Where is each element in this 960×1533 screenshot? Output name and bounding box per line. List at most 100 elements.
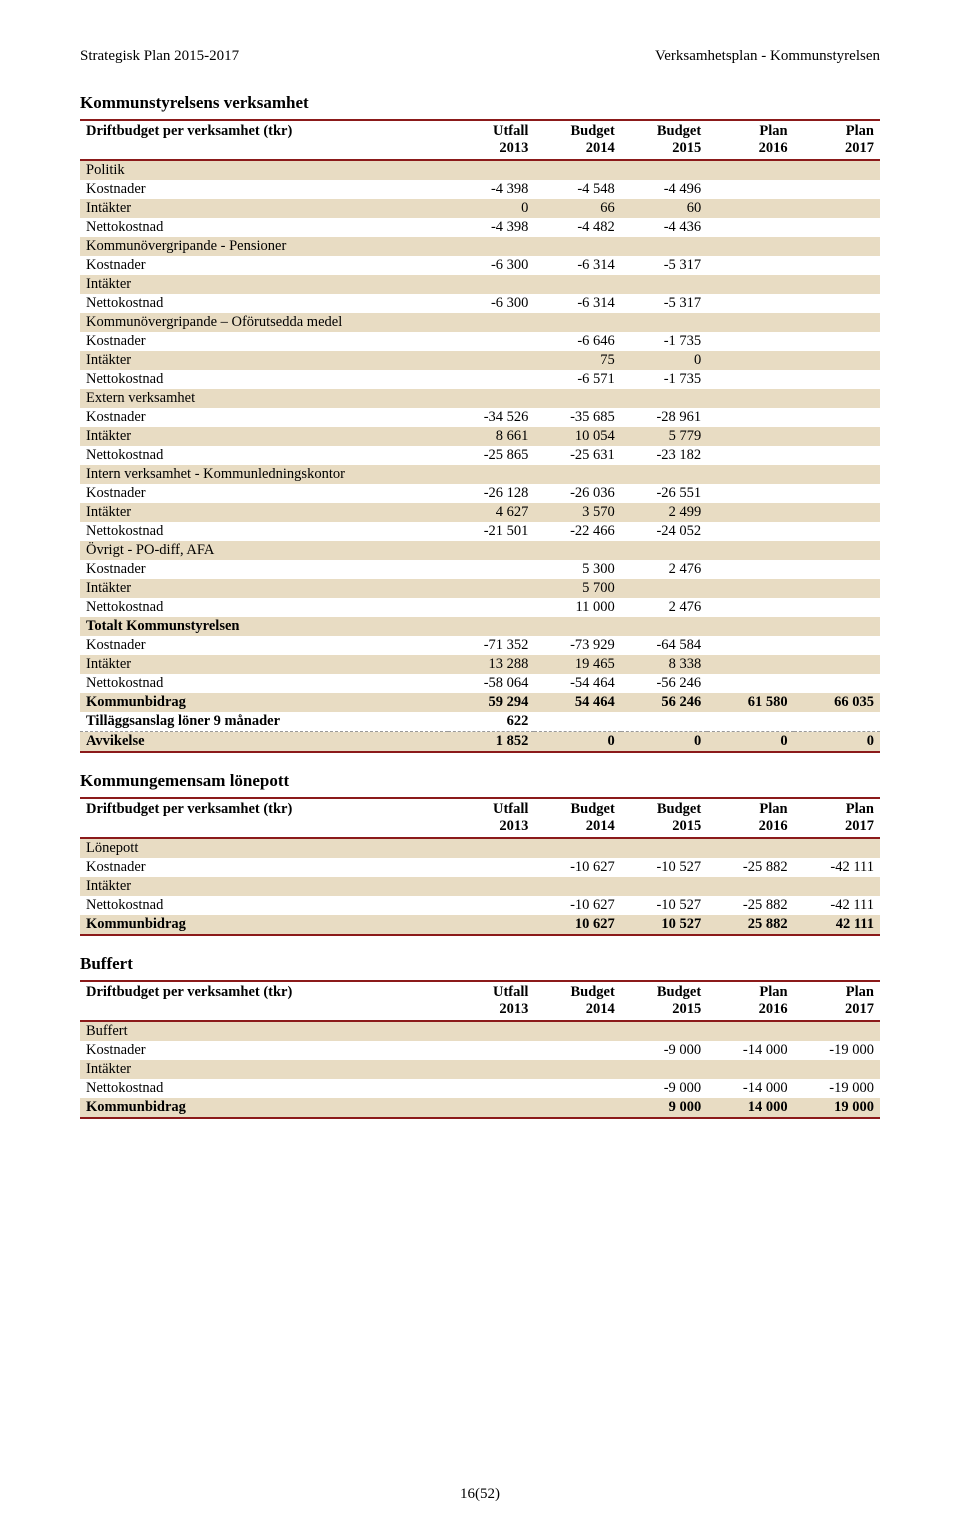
cell-value [448,598,534,617]
col-header-top: Utfall [454,984,528,1001]
cell-value: -58 064 [448,674,534,693]
cell-value [621,275,707,294]
cell-value: 19 000 [794,1098,880,1118]
cell-value [534,617,620,636]
table-row: Intäkter4 6273 5702 499 [80,503,880,522]
table-row: Kommunbidrag10 62710 52725 88242 111 [80,915,880,935]
row-label: Kommunövergripande - Pensioner [80,237,448,256]
cell-value [448,617,534,636]
cell-value [707,838,793,858]
cell-value: -19 000 [794,1079,880,1098]
cell-value: -4 398 [448,218,534,237]
row-label: Intäkter [80,579,448,598]
cell-value [534,389,620,408]
table-row: Övrigt - PO-diff, AFA [80,541,880,560]
budget-table: Driftbudget per verksamhet (tkr)Utfall20… [80,119,880,753]
cell-value: 0 [794,732,880,753]
cell-value: -10 627 [534,858,620,877]
cell-value: -4 398 [448,180,534,199]
table-row: Nettokostnad-10 627-10 527-25 882-42 111 [80,896,880,915]
col-header: Plan2016 [707,798,793,838]
cell-value: -14 000 [707,1041,793,1060]
cell-value [448,560,534,579]
table-row: Nettokostnad-4 398-4 482-4 436 [80,218,880,237]
cell-value: -4 548 [534,180,620,199]
cell-value [448,275,534,294]
col-header-bottom: 2014 [540,140,614,157]
table-row: Tilläggsanslag löner 9 månader622 [80,712,880,732]
table-row: Totalt Kommunstyrelsen [80,617,880,636]
cell-value [448,465,534,484]
cell-value [534,1041,620,1060]
cell-value [707,503,793,522]
cell-value [707,256,793,275]
cell-value [794,1060,880,1079]
cell-value [707,877,793,896]
cell-value [707,237,793,256]
cell-value [794,560,880,579]
cell-value [794,522,880,541]
row-label: Intäkter [80,427,448,446]
cell-value [621,617,707,636]
table-row: Nettokostnad11 0002 476 [80,598,880,617]
cell-value [534,275,620,294]
cell-value [448,541,534,560]
row-label: Kostnader [80,180,448,199]
cell-value [794,199,880,218]
cell-value: 1 852 [448,732,534,753]
row-label: Nettokostnad [80,218,448,237]
cell-value [707,579,793,598]
cell-value: 19 465 [534,655,620,674]
row-label: Intäkter [80,655,448,674]
cell-value: -10 627 [534,896,620,915]
cell-value [794,503,880,522]
cell-value [794,598,880,617]
cell-value [794,294,880,313]
cell-value: 0 [621,732,707,753]
cell-value: 0 [707,732,793,753]
cell-value [707,370,793,389]
cell-value [794,541,880,560]
table-row: Nettokostnad-6 571-1 735 [80,370,880,389]
table-row: Kommunövergripande – Oförutsedda medel [80,313,880,332]
cell-value: 5 700 [534,579,620,598]
col-header: Plan2017 [794,798,880,838]
table-row: Kostnader-26 128-26 036-26 551 [80,484,880,503]
cell-value: 66 035 [794,693,880,712]
col-header-bottom: 2013 [454,818,528,835]
cell-value [794,370,880,389]
cell-value: -25 882 [707,896,793,915]
cell-value: -25 631 [534,446,620,465]
row-label: Nettokostnad [80,522,448,541]
cell-value [448,351,534,370]
row-label: Kostnader [80,408,448,427]
cell-value: -9 000 [621,1041,707,1060]
cell-value [794,877,880,896]
cell-value: -10 527 [621,896,707,915]
cell-value [621,389,707,408]
cell-value [534,465,620,484]
cell-value: 56 246 [621,693,707,712]
cell-value [794,712,880,732]
cell-value: 9 000 [621,1098,707,1118]
cell-value [707,655,793,674]
cell-value [707,275,793,294]
col-header-top: Budget [627,801,701,818]
cell-value: 0 [448,199,534,218]
cell-value: -1 735 [621,370,707,389]
table-row: Kostnader-9 000-14 000-19 000 [80,1041,880,1060]
cell-value: -71 352 [448,636,534,655]
cell-value [448,915,534,935]
cell-value [448,370,534,389]
cell-value: 622 [448,712,534,732]
table-row: Nettokostnad-58 064-54 464-56 246 [80,674,880,693]
row-label: Intäkter [80,275,448,294]
header-left: Strategisk Plan 2015-2017 [80,48,239,65]
cell-value [707,712,793,732]
col-header: Utfall2013 [448,120,534,160]
row-label: Nettokostnad [80,598,448,617]
cell-value [448,332,534,351]
table-row: Intäkter8 66110 0545 779 [80,427,880,446]
cell-value: -10 527 [621,858,707,877]
cell-value [534,237,620,256]
